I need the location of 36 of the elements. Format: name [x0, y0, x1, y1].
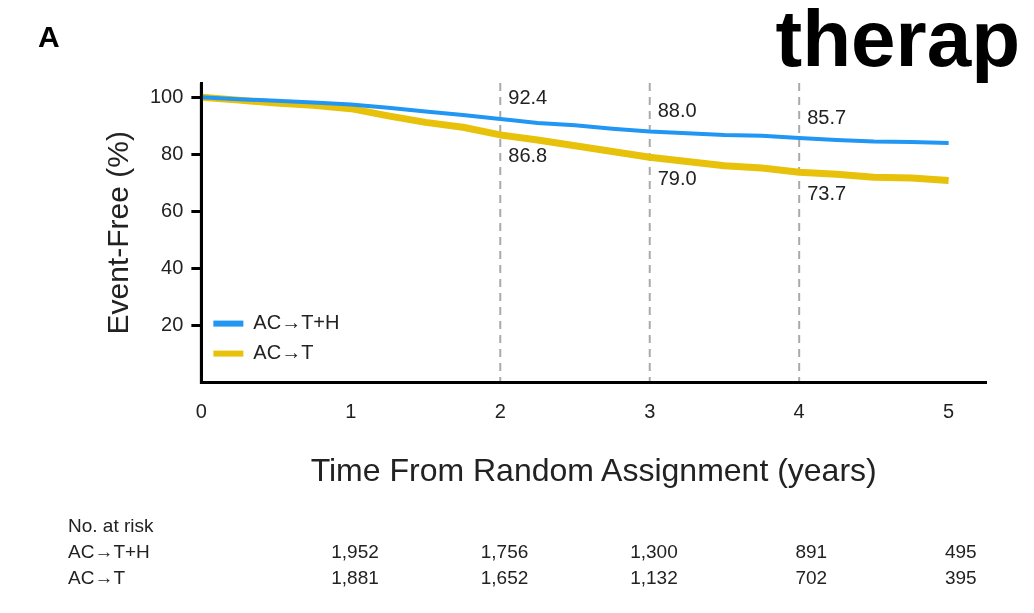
text: AC→T+H	[68, 541, 150, 563]
y-tick-label: 100	[149, 84, 184, 107]
legend-label: AC→T	[253, 341, 314, 364]
text: No. at risk	[68, 515, 155, 537]
text: 1,300	[630, 541, 678, 563]
text: 891	[795, 541, 828, 563]
text: 395	[944, 567, 977, 589]
y-tick-label: 40	[161, 255, 184, 278]
x-tick-label: 1	[345, 400, 357, 423]
annotation: 85.7	[807, 105, 847, 128]
y-tick-label: 20	[161, 313, 184, 336]
text: 1,952	[331, 541, 379, 563]
text: 1,881	[331, 567, 379, 589]
x-tick-label: 2	[494, 400, 506, 423]
text: therap	[775, 0, 1020, 83]
x-tick-label: 5	[943, 400, 955, 423]
text: AC→T	[68, 567, 126, 589]
annotation: 92.4	[508, 86, 548, 109]
x-axis-title: Time From Random Assignment (years)	[310, 451, 877, 488]
annotation: 86.8	[508, 144, 548, 167]
x-tick-label: 4	[793, 400, 805, 423]
y-tick-label: 80	[161, 141, 184, 164]
text: 1,756	[480, 541, 529, 563]
annotation: 88.0	[657, 99, 697, 122]
chart-title: A	[38, 20, 60, 54]
text: 702	[795, 567, 828, 589]
legend-label: AC→T+H	[253, 311, 340, 334]
y-tick-label: 60	[161, 198, 184, 221]
x-tick-label: 0	[195, 400, 207, 423]
y-axis-title: Event-Free (%)	[101, 131, 135, 335]
x-tick-label: 3	[644, 400, 656, 423]
text: 1,132	[630, 567, 678, 589]
annotation: 73.7	[807, 181, 847, 204]
text: 495	[944, 541, 977, 563]
annotation: 79.0	[657, 166, 697, 189]
text: 1,652	[480, 567, 529, 589]
